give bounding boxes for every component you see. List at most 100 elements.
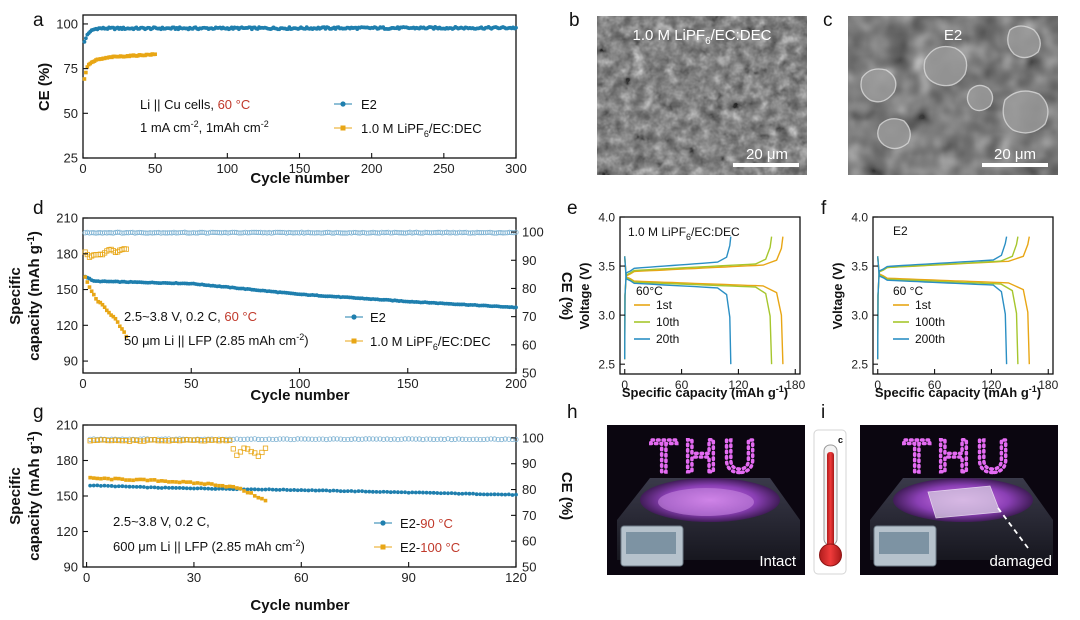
- chart-g-e2-ce-point: [320, 436, 326, 442]
- chart-g-e2-ce-point: [323, 436, 329, 443]
- chart-g-e2-ce-point: [377, 436, 383, 442]
- chart-d-ref-ce-point: [123, 246, 129, 252]
- chart-g-ref-capacity-point: [252, 494, 257, 498]
- chart-g-ref-capacity-point: [124, 478, 128, 482]
- chart-g-e2-ce-point: [438, 436, 444, 442]
- chart-g-e2-capacity-point: [370, 489, 375, 494]
- chart-d-xtick-label: 150: [397, 376, 419, 391]
- chart-g-ref-ce-point: [212, 437, 219, 443]
- chart-g-e2-ce-point: [366, 436, 372, 442]
- chart-g-ref-capacity-point: [174, 480, 178, 484]
- chart-g-e2-capacity-point: [464, 491, 468, 496]
- chart-g-e2-ce-point: [506, 436, 512, 442]
- chart-g-e2-ce-point: [266, 436, 272, 442]
- chart-g-ref-capacity-point: [170, 479, 175, 484]
- chart-g-e2-ce-point: [491, 436, 498, 442]
- sem-c-scale-label: 20 μm: [994, 146, 1036, 163]
- chart-g-xtick-label: 90: [401, 570, 415, 585]
- chart-g-ytick-label: 120: [56, 524, 78, 539]
- chart-g-xlabel: Cycle number: [250, 597, 349, 614]
- chart-g-e2-capacity-point: [485, 492, 490, 497]
- photo-h-led-text: THU: [650, 430, 763, 482]
- chart-e-xlabel-sup: -1: [776, 384, 784, 394]
- chart-g-e2-ce-point: [248, 436, 254, 442]
- chart-d-ref-capacity-point: [87, 285, 92, 289]
- chart-g-ref-ce-point: [141, 438, 147, 444]
- chart-g-ytick-right-label: 90: [522, 456, 536, 471]
- chart-d-ref-capacity-point: [94, 297, 98, 301]
- chart-f-ylabel: Voltage (V): [830, 263, 845, 330]
- chart-f-xtick-label: 120: [981, 378, 1001, 392]
- chart-a-e2-point: [514, 25, 518, 30]
- sem-c-grain: [966, 84, 994, 112]
- chart-a-ref-point: [84, 70, 88, 75]
- chart-a-ticks: 0 50 100 150 200 250 300 25 50 75 100: [56, 16, 527, 176]
- chart-g-e2-capacity-point: [292, 488, 297, 492]
- chart-g-e2-capacity-point: [403, 490, 407, 495]
- chart-g-e2-ce-point: [484, 436, 490, 442]
- chart-g-ref-capacity-point: [245, 490, 250, 495]
- chart-g-ref-capacity-point: [156, 479, 160, 483]
- chart-g-e2-ce-point: [370, 436, 376, 442]
- chart-a-annotation-capacity: , 1mAh cm: [199, 120, 261, 135]
- chart-g-ref-capacity-point: [163, 479, 168, 483]
- chart-g-e2-capacity-point: [363, 489, 368, 494]
- chart-g-e2-capacity-point: [381, 489, 386, 494]
- chart-g-e2-ce-point: [270, 436, 276, 443]
- chart-g-e2-ce-point: [470, 436, 476, 442]
- chart-g-e2-ce-point: [237, 436, 244, 443]
- chart-g-e2-capacity-point: [481, 492, 486, 497]
- chart-e-discharge-curve-10th: [624, 256, 773, 365]
- chart-g-ref-ce-point: [173, 437, 179, 443]
- chart-g-xtick-label: 120: [505, 570, 527, 585]
- chart-g-ytick-right-label: 50: [522, 560, 536, 575]
- chart-g-ref-capacity-point: [120, 477, 125, 481]
- chart-g-e2-ce-point: [463, 436, 469, 442]
- chart-g-e2-capacity-point: [213, 487, 218, 491]
- chart-g-e2-ce-point: [413, 436, 419, 442]
- chart-g-ref-capacity-point: [260, 496, 264, 501]
- chart-g-annotation-close: ): [300, 539, 304, 554]
- chart-g-e2-ce-point: [259, 436, 265, 443]
- chart-g-ref-ce-point: [123, 437, 129, 444]
- chart-g-e2-capacity-point: [163, 485, 168, 490]
- chart-g-e2-ce-point: [262, 436, 269, 443]
- chart-d-marks: [82, 229, 519, 339]
- chart-g-e2-capacity-point: [252, 487, 257, 492]
- chart-g-e2-capacity-point: [217, 486, 221, 491]
- chart-g-e2-capacity-point: [342, 489, 347, 494]
- chart-d-ref-capacity-point: [102, 305, 107, 310]
- chart-g-legend-100-temp: 100 °C: [420, 540, 460, 555]
- chart-g-e2-ce-point: [277, 436, 283, 442]
- chart-g-ref-ce-point: [223, 438, 229, 444]
- chart-g-e2-ce-point: [291, 436, 297, 443]
- chart-g-ref-ce-point: [237, 449, 244, 455]
- chart-g-ref-capacity-point: [199, 481, 203, 486]
- chart-g-ref-ce-point: [109, 437, 115, 444]
- chart-a-legend-ref-text: 1.0 M LiPF: [361, 121, 424, 136]
- chart-g-e2-capacity-point: [331, 488, 336, 493]
- chart-g-ticks: 0 30 60 90 120 90 120 150 180 210 50 60 70 80 90 100: [56, 418, 543, 586]
- chart-f-legend-label-100th: 100th: [915, 315, 945, 329]
- chart-d-legend-ref-solvent: /EC:DEC: [438, 334, 491, 349]
- chart-d-ytick-right-label: 60: [522, 337, 536, 352]
- chart-g-xtick-label: 60: [294, 570, 308, 585]
- chart-g-ref-capacity-point: [95, 476, 100, 481]
- thermometer-mercury: [827, 452, 834, 548]
- photo-h-pouch-cell: [658, 488, 754, 516]
- chart-g-ref-ce-point: [116, 437, 122, 444]
- chart-g-e2-capacity-point: [141, 485, 146, 489]
- chart-g-annotation-line1: 2.5~3.8 V, 0.2 C,: [113, 514, 210, 529]
- chart-g-e2-capacity-point: [113, 484, 118, 489]
- chart-g-e2-ce-point: [341, 436, 347, 443]
- chart-d-ytick-right-label: 50: [522, 366, 536, 381]
- chart-g-ref-capacity-point: [227, 484, 232, 489]
- chart-g-ref-ce-point: [94, 437, 100, 443]
- chart-g-e2-capacity-point: [453, 491, 458, 496]
- chart-g-ytick-right-label: 80: [522, 482, 536, 497]
- chart-e-ytick-label: 3.0: [598, 309, 615, 323]
- chart-g-e2-capacity-point: [192, 486, 196, 491]
- chart-a-ref-point: [85, 65, 90, 69]
- chart-g-e2-ce-point: [241, 436, 247, 442]
- chart-d-ref-capacity-point: [105, 308, 109, 313]
